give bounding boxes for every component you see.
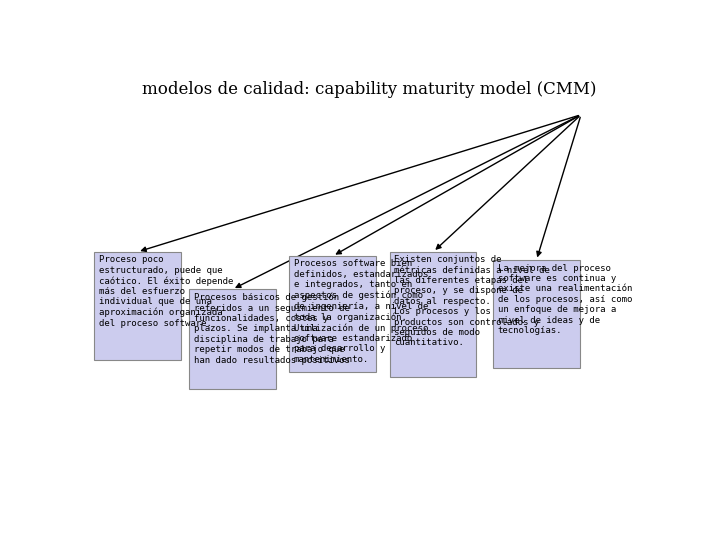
Text: Existen conjuntos de
métricas definidas a nivel de
las diferentes etapas del
pro: Existen conjuntos de métricas definidas … [395,255,550,347]
Text: modelos de calidad: capability maturity model (CMM): modelos de calidad: capability maturity … [142,82,596,98]
Bar [289,256,376,373]
Bar [390,252,477,377]
Bar [189,289,276,389]
Text: La mejora del proceso
software es continua y
existe una realimentación
de los pr: La mejora del proceso software es contin… [498,264,632,335]
Text: Procesos básicos de gestión
referidos a un seguimiento de
funcionalidades, coste: Procesos básicos de gestión referidos a … [194,293,349,364]
Bar [94,252,181,360]
Text: Procesos software bien
definidos, estandarizados
e integrados, tanto en
aspectos: Procesos software bien definidos, estand… [294,259,428,364]
Bar [493,260,580,368]
Text: Proceso poco
estructurado, puede que
caótico. El éxito depende
más del esfuerzo
: Proceso poco estructurado, puede que caó… [99,255,233,328]
